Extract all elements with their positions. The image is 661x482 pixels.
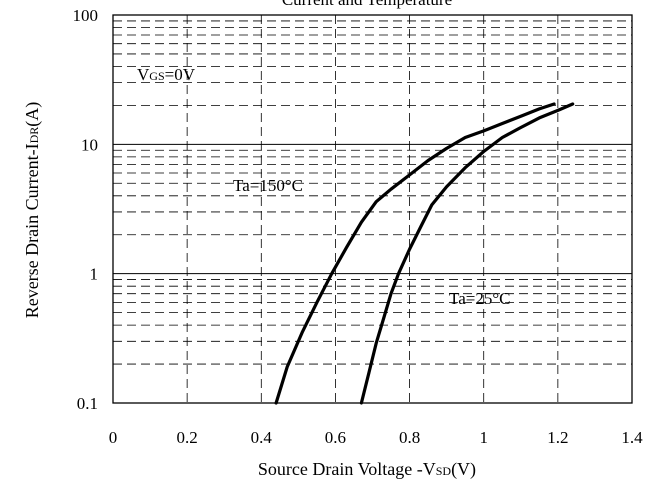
y-axis-title: Reverse Drain Current-IDR(A) xyxy=(22,102,43,319)
series-layer xyxy=(274,102,575,405)
x-tick-label: 1.2 xyxy=(547,428,568,447)
x-tick-label: 0.6 xyxy=(325,428,346,447)
x-axis-title: Source Drain Voltage -VSD(V) xyxy=(258,459,476,480)
x-tick-labels: 0 0.2 0.4 0.6 0.8 1 1.2 1.4 xyxy=(109,428,643,447)
series-line xyxy=(274,102,556,405)
chart-title: Current and Temperature xyxy=(282,0,452,9)
x-tick-label: 0.4 xyxy=(251,428,273,447)
y-tick-label: 1 xyxy=(90,265,99,284)
y-tick-label: 100 xyxy=(73,6,99,25)
x-tick-label: 0 xyxy=(109,428,118,447)
plot-frame xyxy=(112,14,633,404)
series-line xyxy=(359,102,575,405)
annotation-ta-25: Ta=25°C xyxy=(449,289,510,308)
x-tick-label: 1 xyxy=(479,428,488,447)
y-tick-labels: 0.1 1 10 100 xyxy=(73,6,99,413)
x-tick-label: 1.4 xyxy=(621,428,643,447)
annotation-vgs: VGS=0V xyxy=(137,65,196,84)
x-tick-label: 0.8 xyxy=(399,428,420,447)
x-tick-label: 0.2 xyxy=(177,428,198,447)
grid xyxy=(113,15,632,403)
y-tick-label: 0.1 xyxy=(77,394,98,413)
y-tick-label: 10 xyxy=(81,135,98,154)
annotation-ta-150: Ta=150°C xyxy=(233,176,303,195)
